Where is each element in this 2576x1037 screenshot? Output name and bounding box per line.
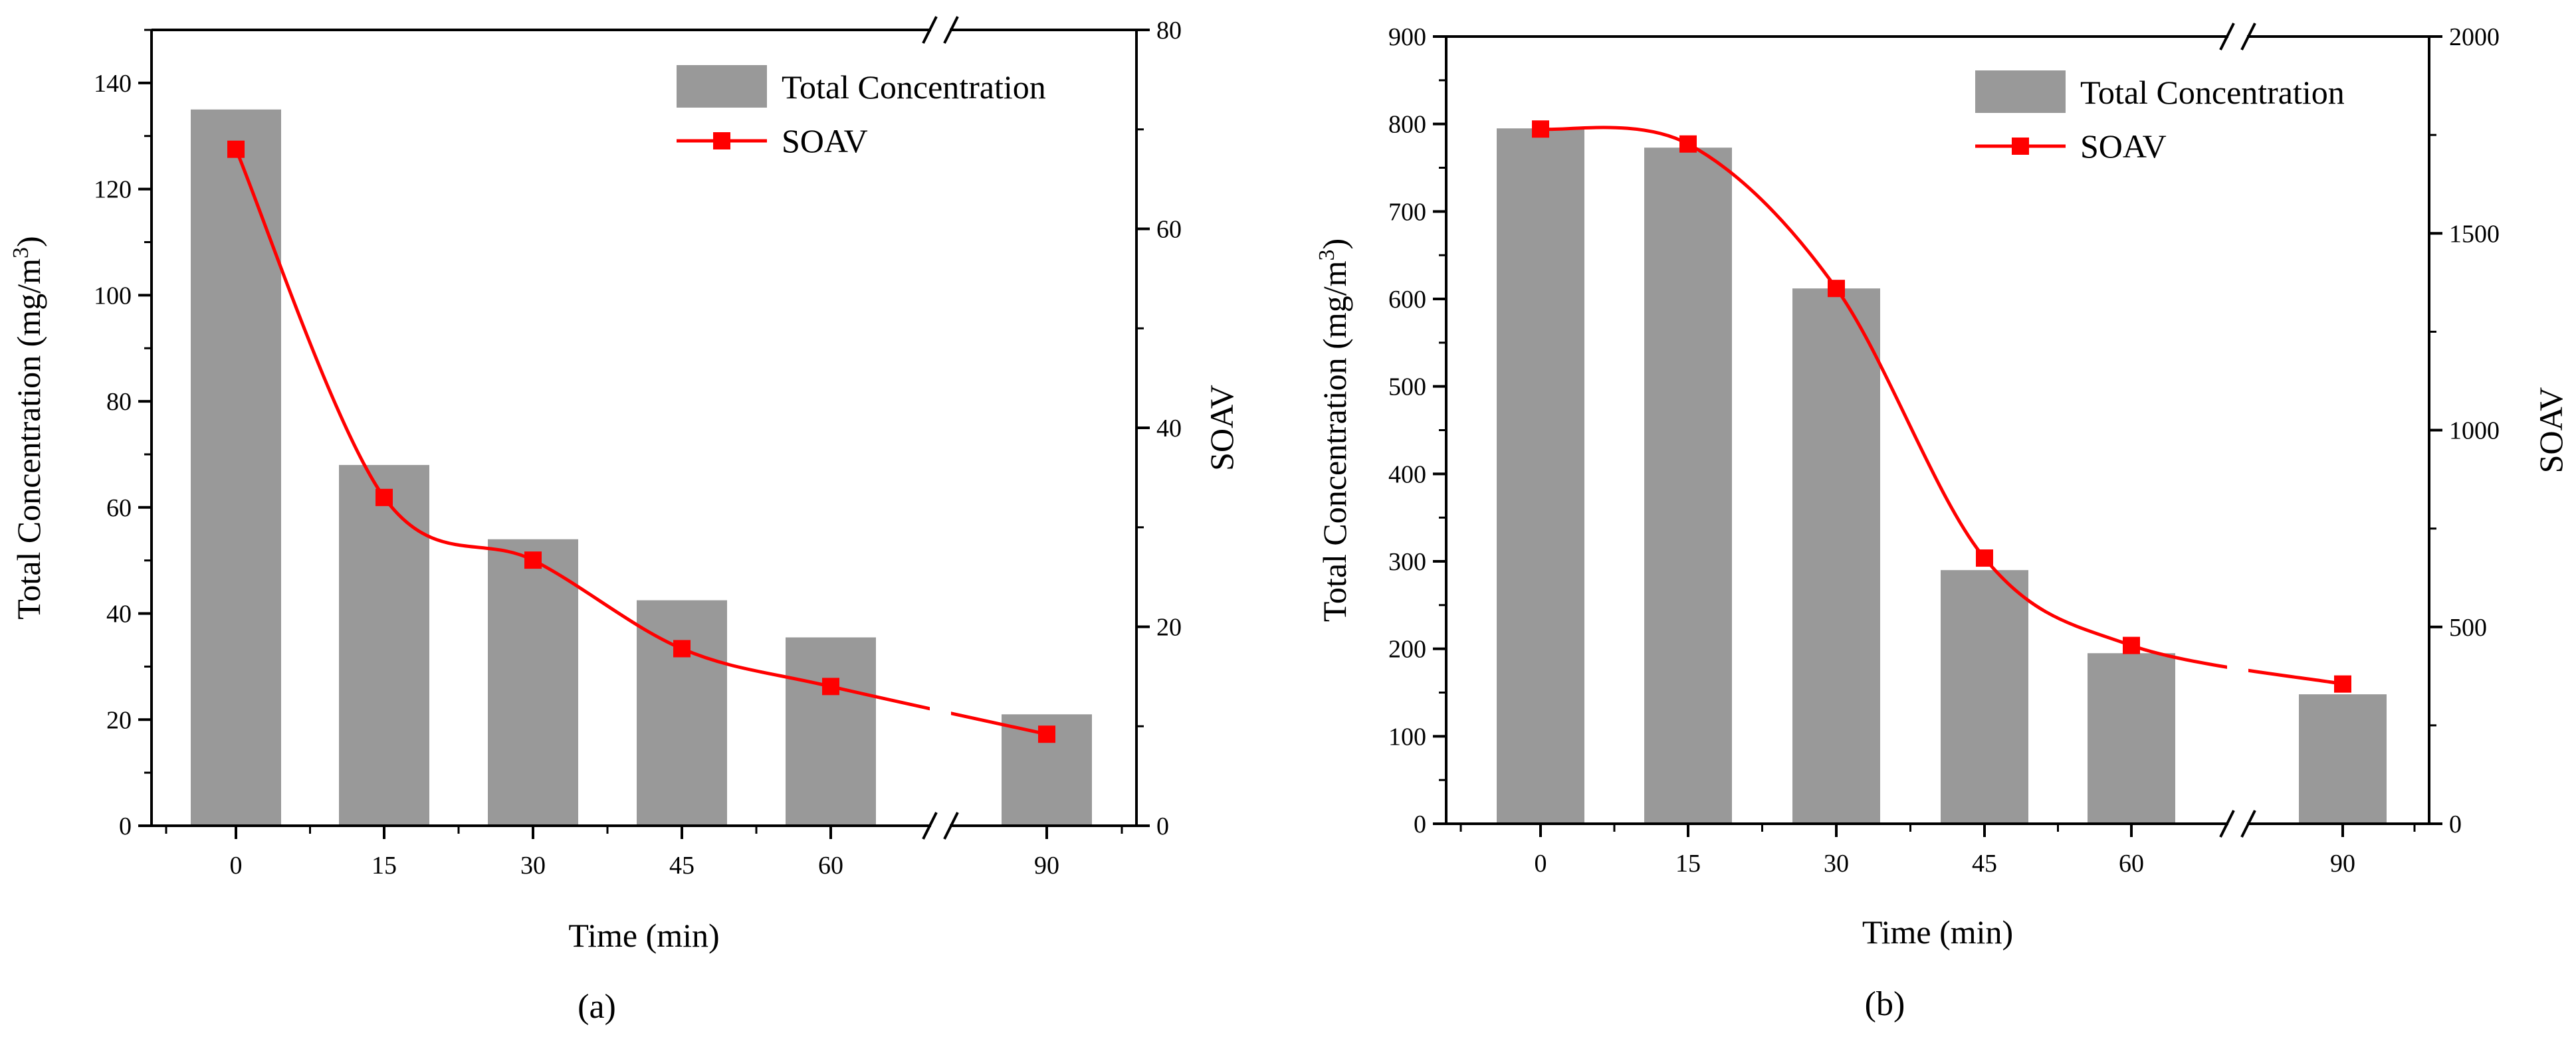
soav-point-15: [376, 488, 393, 506]
axis-break-gap-1: [2228, 818, 2247, 829]
x-axis-title: Time (min): [568, 917, 719, 954]
legend-swatch-marker: [713, 132, 730, 149]
ytick-label-200: 200: [1388, 636, 1426, 664]
bar-15: [339, 464, 429, 826]
ytick-label-900: 900: [1388, 23, 1426, 51]
y-axis-title: Total Concentration (mg/m3): [9, 236, 47, 619]
soav-point-60: [822, 678, 839, 696]
legend-swatch-bars: [677, 65, 767, 108]
y2tick-label-1500: 1500: [2449, 220, 2500, 248]
ytick-label-100: 100: [94, 282, 132, 310]
xtick-label-60: 60: [2119, 850, 2144, 878]
bar-15: [1644, 147, 1732, 824]
ytick-label-800: 800: [1388, 111, 1426, 139]
chart-panel-b: 0100200300400500600700800900050010001500…: [1315, 23, 2569, 1023]
y2tick-label-40: 40: [1156, 415, 1182, 442]
x-axis-title: Time (min): [1862, 913, 2013, 951]
axis-break-slash-0b: [2240, 23, 2256, 50]
axis-break-slash-0b: [943, 16, 959, 44]
soav-point-90: [1038, 725, 1055, 743]
legend-label-line: SOAV: [2080, 128, 2167, 165]
ytick-label-100: 100: [1388, 723, 1426, 751]
y2tick-label-20: 20: [1156, 614, 1182, 642]
ytick-label-700: 700: [1388, 198, 1426, 226]
bar-60: [786, 637, 876, 826]
panel-caption: (b): [1865, 985, 1905, 1023]
ytick-label-40: 40: [106, 601, 132, 628]
line-break-gap: [2227, 43, 2248, 817]
ytick-label-20: 20: [106, 706, 132, 734]
y2-axis-title: SOAV: [1203, 385, 1240, 471]
bar-45: [1941, 570, 2028, 824]
ytick-label-120: 120: [94, 176, 132, 204]
xtick-label-0: 0: [1535, 850, 1547, 878]
ytick-label-0: 0: [119, 812, 132, 840]
xtick-label-90: 90: [1034, 852, 1059, 880]
legend-label-bars: Total Concentration: [782, 68, 1046, 106]
y2tick-label-1000: 1000: [2449, 417, 2500, 445]
axis-break-slash-1b: [2240, 810, 2256, 838]
panel-caption: (a): [578, 988, 616, 1026]
axis-break-gap-0: [2228, 31, 2247, 42]
soav-point-15: [1679, 135, 1697, 153]
legend-swatch-marker: [2012, 138, 2029, 155]
xtick-label-90: 90: [2330, 850, 2355, 878]
y2tick-label-500: 500: [2449, 614, 2487, 642]
bar-0: [1497, 128, 1584, 824]
bar-0: [191, 109, 281, 826]
ytick-label-400: 400: [1388, 460, 1426, 488]
soav-point-45: [1976, 549, 1993, 567]
soav-line: [234, 148, 1047, 736]
axis-break-slash-0a: [2219, 23, 2235, 50]
xtick-label-15: 15: [372, 852, 397, 880]
soav-point-0: [227, 140, 245, 158]
axis-break-gap-1: [931, 820, 950, 831]
axis-break-slash-1b: [943, 812, 959, 840]
xtick-label-45: 45: [1972, 850, 1997, 878]
soav-point-90: [2334, 675, 2351, 693]
y2tick-label-60: 60: [1156, 216, 1182, 244]
axis-break-slash-1a: [922, 812, 938, 840]
soav-point-30: [1828, 280, 1845, 298]
soav-point-60: [2123, 636, 2140, 654]
y2tick-label-2000: 2000: [2449, 23, 2500, 51]
bar-90: [2299, 694, 2387, 824]
legend-label-bars: Total Concentration: [2080, 74, 2345, 111]
y2tick-label-0: 0: [2449, 810, 2462, 838]
ytick-label-60: 60: [106, 494, 132, 522]
ytick-label-600: 600: [1388, 286, 1426, 314]
soav-point-0: [1532, 120, 1549, 138]
xtick-label-15: 15: [1675, 850, 1701, 878]
ytick-label-300: 300: [1388, 548, 1426, 576]
soav-point-45: [673, 640, 691, 658]
bar-30: [488, 539, 578, 826]
xtick-label-30: 30: [1824, 850, 1849, 878]
legend-label-line: SOAV: [782, 122, 868, 159]
line-break-gap: [930, 37, 951, 819]
ytick-label-140: 140: [94, 70, 132, 98]
xtick-label-0: 0: [230, 852, 243, 880]
bar-30: [1792, 288, 1880, 824]
ytick-label-80: 80: [106, 388, 132, 416]
ytick-label-500: 500: [1388, 373, 1426, 401]
soav-point-30: [524, 551, 542, 569]
xtick-label-30: 30: [520, 852, 546, 880]
y2tick-label-0: 0: [1156, 812, 1169, 840]
axis-break-gap-0: [931, 25, 950, 35]
axis-break-slash-1a: [2219, 810, 2235, 838]
xtick-label-60: 60: [818, 852, 843, 880]
axis-break-slash-0a: [922, 16, 938, 44]
y2-axis-title: SOAV: [2532, 387, 2569, 474]
y2tick-label-80: 80: [1156, 17, 1182, 45]
bar-45: [637, 600, 727, 826]
xtick-label-45: 45: [669, 852, 695, 880]
bar-60: [2088, 653, 2175, 824]
chart-panel-a: 0 20 40 60 80 100 120 140 0 20 40 60 80 0 15 30 45 60 90 Ti…: [9, 16, 1240, 1026]
y-axis-title: Total Concentration (mg/m3): [1315, 238, 1353, 622]
ytick-label-0: 0: [1414, 810, 1426, 838]
legend-swatch-bars: [1975, 70, 2066, 113]
